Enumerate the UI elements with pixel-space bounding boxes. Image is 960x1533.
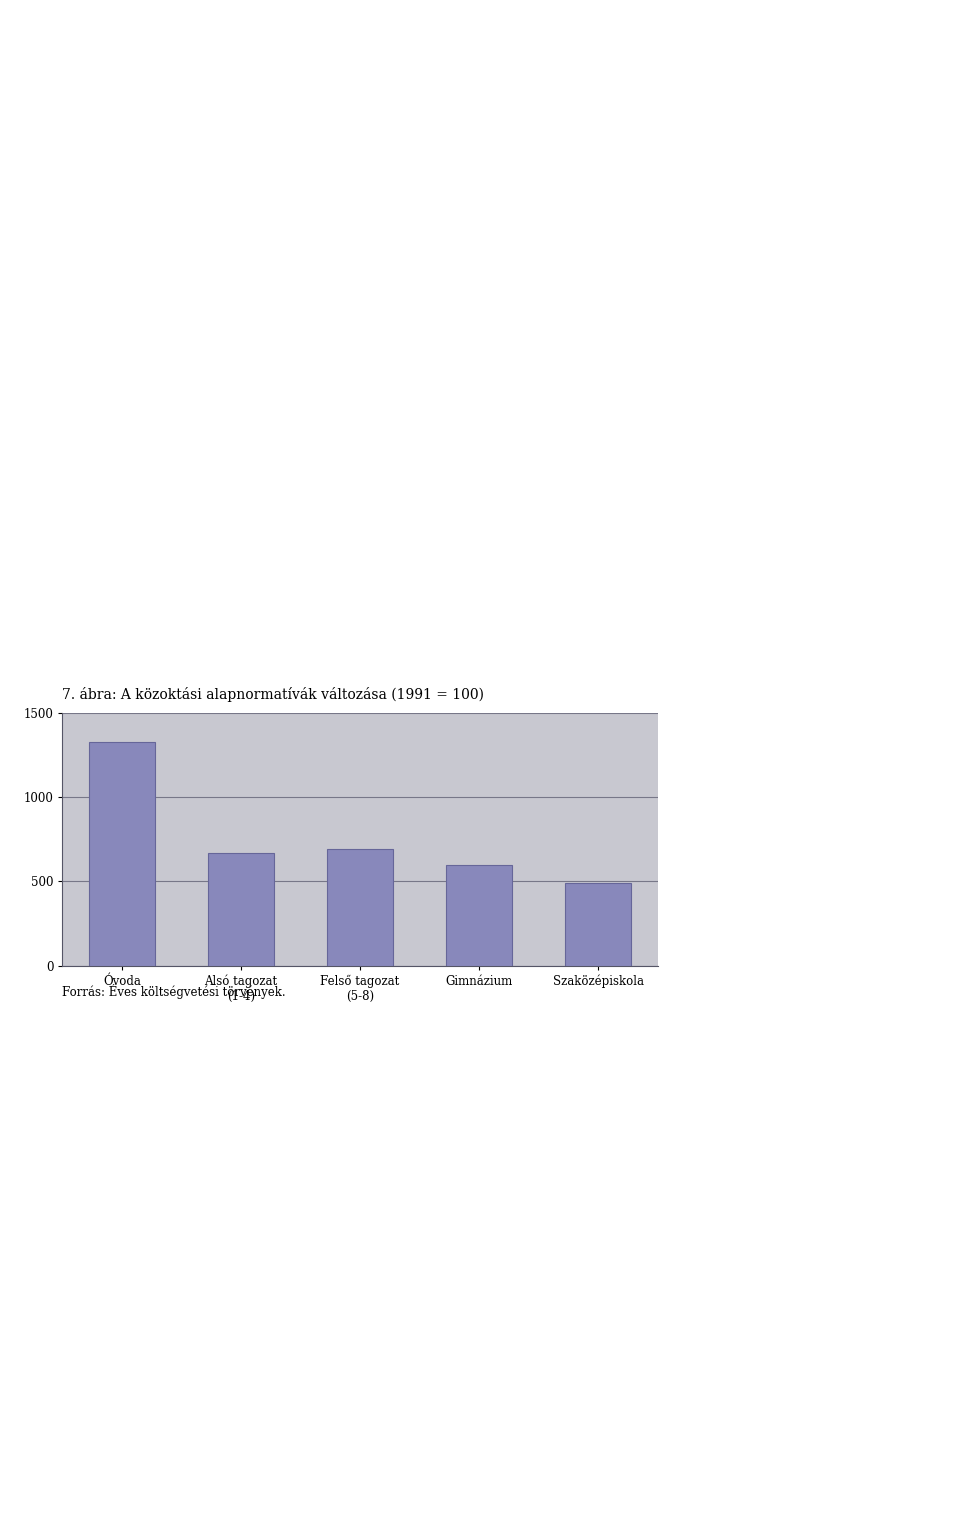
Bar	[208, 852, 274, 966]
Bar	[327, 849, 393, 966]
Bar	[89, 742, 155, 966]
Bar	[565, 883, 631, 966]
Bar	[446, 865, 512, 966]
Text: Forrás: Éves költségvetési törvények.: Forrás: Éves költségvetési törvények.	[62, 984, 286, 1000]
Text: 7. ábra: A közoktási alapnormatívák változása (1991 = 100): 7. ábra: A közoktási alapnormatívák vált…	[62, 687, 485, 702]
